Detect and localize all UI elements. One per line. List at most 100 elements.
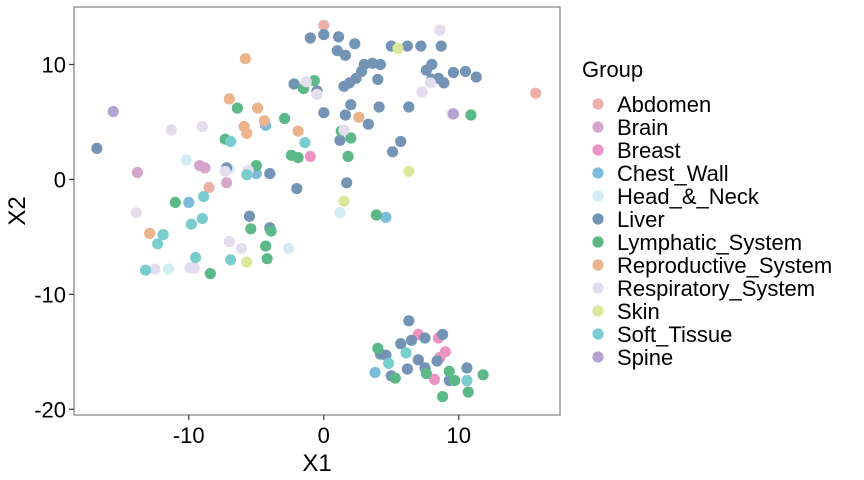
data-point: [459, 65, 472, 77]
data-point: [372, 342, 384, 354]
data-point: [91, 142, 103, 154]
data-point: [428, 373, 440, 385]
data-point: [188, 262, 200, 274]
data-point: [387, 146, 399, 158]
data-point: [245, 223, 257, 235]
data-point: [225, 135, 237, 148]
data-point: [412, 354, 424, 366]
data-point: [405, 334, 418, 346]
data-point: [252, 102, 264, 114]
data-point: [279, 112, 291, 125]
legend-key: [592, 213, 604, 225]
legend-item-head-neck: Head_&_Neck: [592, 184, 760, 209]
legend-item-respiratory-system: Respiratory_System: [592, 276, 815, 301]
plot-panel-border: [73, 6, 561, 416]
legend-key: [592, 236, 604, 248]
legend-label: Chest_Wall: [617, 161, 729, 186]
data-point: [438, 77, 450, 89]
legend-item-breast: Breast: [592, 138, 681, 163]
y-tick-label: 10: [42, 52, 66, 77]
data-point: [434, 24, 446, 36]
data-point: [169, 196, 181, 208]
data-point: [189, 251, 202, 264]
data-point: [369, 366, 381, 379]
x-axis-title: X1: [302, 450, 331, 477]
data-point: [183, 196, 195, 208]
data-point: [300, 76, 312, 88]
data-point: [180, 154, 192, 166]
data-point: [199, 162, 211, 174]
data-point: [223, 93, 235, 105]
data-point: [420, 64, 432, 76]
data-point: [334, 207, 346, 219]
data-point: [401, 363, 413, 375]
data-point: [338, 80, 350, 92]
data-point: [196, 120, 208, 133]
series-skin: [241, 42, 415, 268]
data-point: [339, 49, 351, 61]
y-tick-label: -10: [34, 282, 66, 307]
data-point: [299, 137, 311, 149]
data-point: [389, 372, 401, 384]
data-point: [130, 207, 142, 219]
data-point: [383, 357, 395, 369]
series-spine: [107, 106, 459, 120]
data-point: [401, 40, 413, 52]
data-point: [318, 107, 330, 119]
legend-title: Group: [582, 57, 643, 82]
data-point: [530, 87, 542, 99]
data-point: [353, 111, 365, 123]
plot-panel-background: [74, 7, 560, 415]
legend-key: [592, 351, 604, 363]
data-point: [392, 42, 404, 55]
data-point: [447, 108, 459, 120]
legend-key: [592, 98, 604, 110]
data-point: [235, 242, 247, 254]
series-lymphatic-system: [169, 75, 489, 403]
x-tick-label: 0: [318, 423, 330, 448]
data-point: [403, 101, 415, 113]
data-point: [424, 77, 436, 89]
legend-item-lymphatic-system: Lymphatic_System: [592, 230, 802, 255]
legend-item-skin: Skin: [592, 299, 660, 324]
data-point: [223, 235, 235, 248]
data-point: [283, 242, 295, 254]
data-point: [258, 115, 270, 127]
y-tick-label: 0: [54, 167, 66, 192]
legend-key: [592, 305, 604, 317]
data-point: [304, 150, 316, 162]
data-point: [435, 40, 447, 52]
data-point: [261, 253, 273, 265]
series-soft-tissue: [140, 135, 473, 387]
data-point: [291, 183, 303, 195]
data-point: [462, 386, 474, 398]
legend: AbdomenBrainBreastChest_WallHead_&_NeckL…: [592, 92, 832, 370]
data-point: [465, 109, 477, 121]
data-point: [437, 328, 449, 341]
legend-label: Reproductive_System: [617, 253, 832, 278]
data-point: [198, 191, 210, 203]
data-point: [373, 101, 385, 113]
data-point: [400, 347, 412, 359]
data-point: [131, 166, 143, 179]
data-point: [380, 211, 392, 223]
data-point: [260, 240, 272, 252]
series-reproductive-system: [144, 53, 365, 239]
data-point: [345, 132, 357, 144]
x-tick-label: 10: [447, 423, 471, 448]
legend-key: [592, 328, 604, 340]
legend-item-liver: Liver: [592, 207, 665, 232]
data-point: [338, 195, 350, 207]
legend-label: Spine: [617, 345, 673, 370]
data-point: [333, 31, 345, 43]
data-point: [416, 86, 428, 98]
data-point: [461, 362, 473, 374]
legend-label: Soft_Tissue: [617, 322, 732, 347]
data-point: [264, 168, 276, 180]
data-point: [144, 227, 156, 239]
legend-item-spine: Spine: [592, 345, 673, 370]
data-point: [149, 263, 161, 275]
data-point: [196, 212, 208, 225]
legend-key: [592, 144, 604, 156]
legend-label: Brain: [617, 115, 668, 140]
